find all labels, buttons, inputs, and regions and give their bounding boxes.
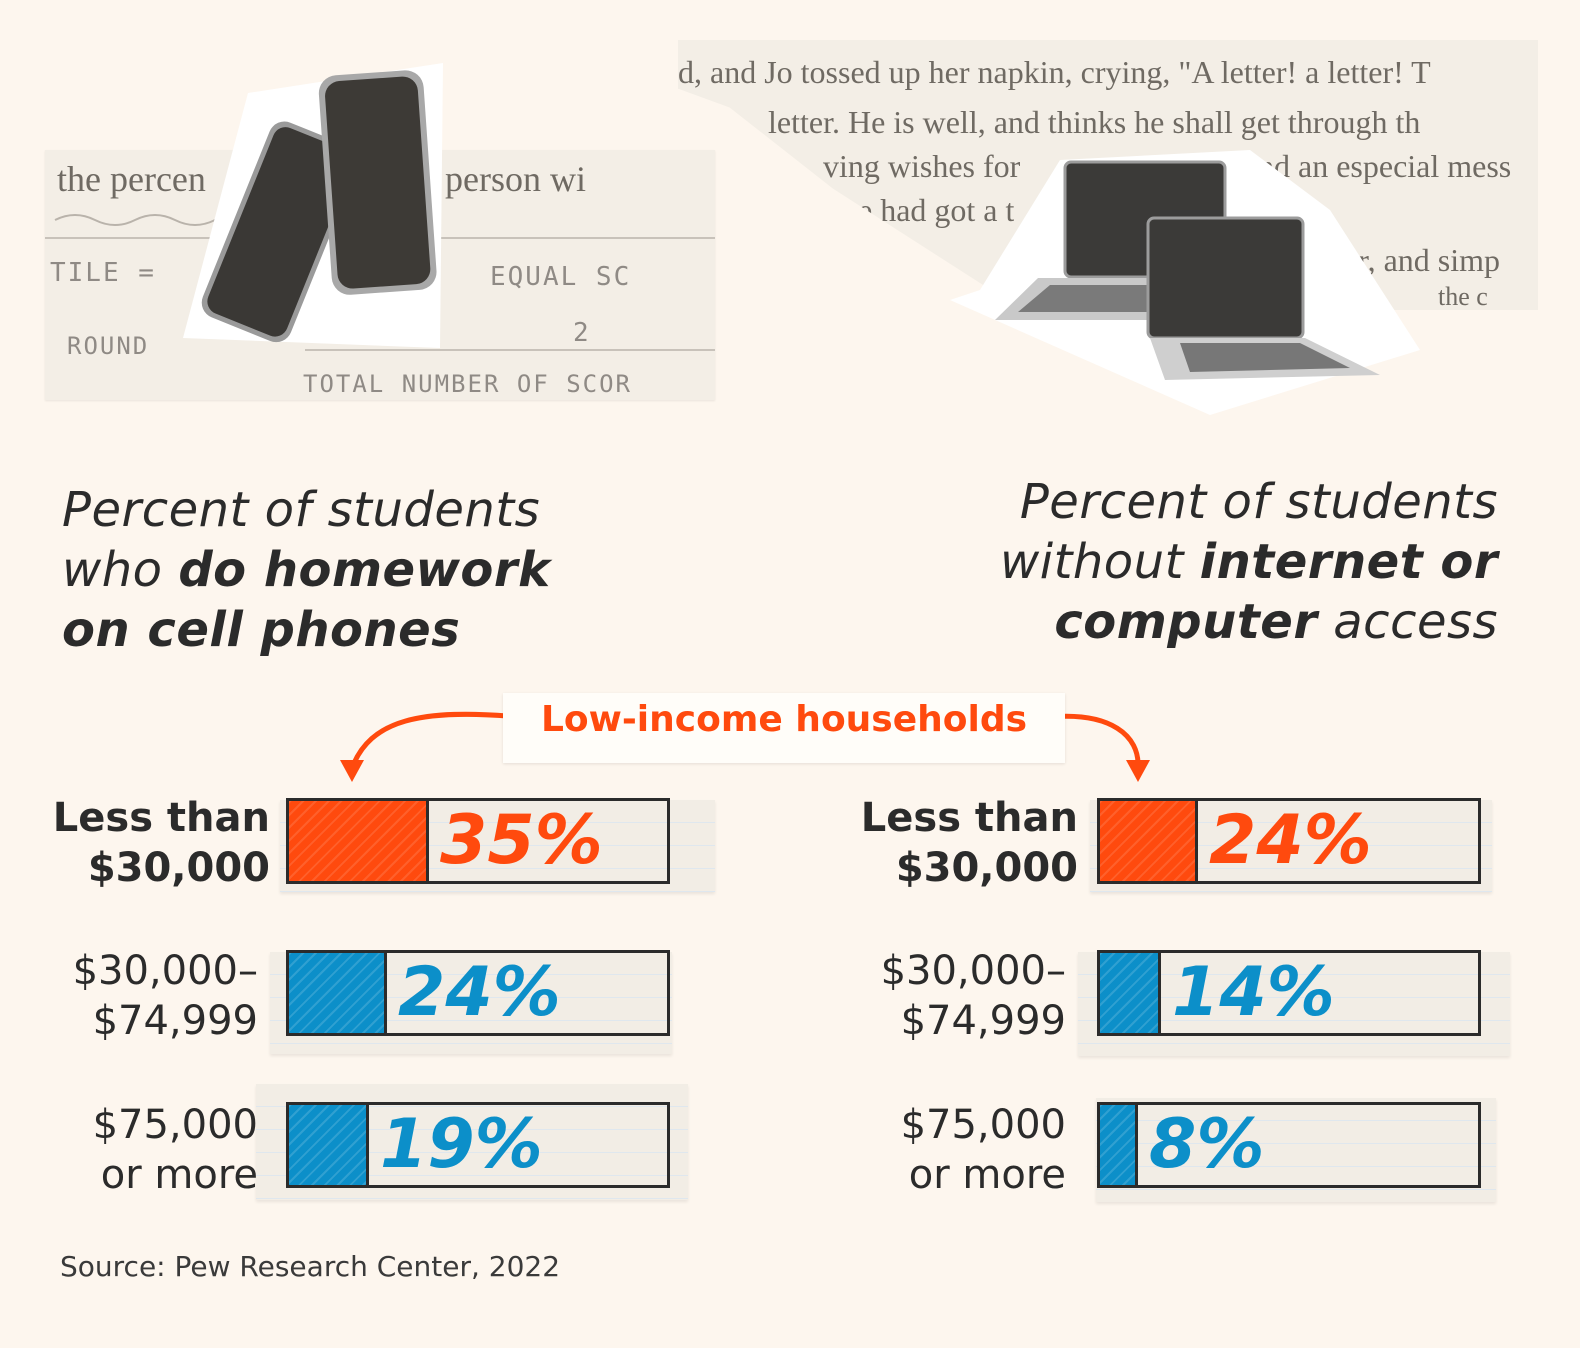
bar-track <box>1097 950 1481 1036</box>
category-line: $30,000 <box>895 845 1078 891</box>
right-heading: Percent of students without internet or … <box>900 472 1498 652</box>
bar-fill <box>1100 953 1161 1033</box>
bar-fill <box>289 801 429 881</box>
category-line: Less than <box>860 795 1078 841</box>
category-line: $75,000 <box>92 1102 258 1148</box>
category-line: $74,999 <box>92 998 258 1044</box>
category-label: $30,000– $74,999 <box>820 946 1066 1046</box>
right-heading-emphasis: internet or <box>1199 534 1498 590</box>
left-heading-plain: who <box>62 542 179 598</box>
left-heading: Percent of students who do homework on c… <box>62 480 622 660</box>
callout-arrows <box>340 711 1150 782</box>
right-heading-line3: computer access <box>900 592 1498 652</box>
right-heading-plain-2: access <box>1317 594 1498 650</box>
category-line: $30,000 <box>87 845 270 891</box>
left-heading-line3: on cell phones <box>62 602 461 658</box>
category-line: or more <box>908 1152 1066 1198</box>
bar-value-label: 14% <box>1172 953 1335 1032</box>
bar-track <box>286 798 670 884</box>
bar-track <box>286 950 670 1036</box>
category-line: $74,999 <box>900 998 1066 1044</box>
category-line: $30,000– <box>880 948 1066 994</box>
category-label: Less than $30,000 <box>20 793 270 893</box>
category-line: $30,000– <box>72 948 258 994</box>
bar-track <box>1097 1102 1481 1188</box>
bar-track <box>286 1102 670 1188</box>
category-label: $75,000 or more <box>820 1100 1066 1200</box>
bar-value-label: 19% <box>380 1105 543 1184</box>
handwriting: TOTAL NUMBER OF SCOR <box>303 370 632 398</box>
right-heading-line2: without internet or <box>900 532 1498 592</box>
handwriting: ROUND <box>67 332 150 360</box>
category-line: or more <box>100 1152 258 1198</box>
bar-value-label: 35% <box>440 801 603 880</box>
bar-value-label: 24% <box>398 953 561 1032</box>
callout-label: Low-income households <box>540 699 1028 740</box>
paper-text: letter. He is well, and thinks he shall … <box>768 104 1421 140</box>
paper-text: nd an especial mess <box>1258 148 1512 184</box>
left-heading-line1: Percent of students <box>62 482 541 538</box>
laptops-icon <box>950 140 1430 420</box>
bar-value-label: 24% <box>1209 801 1372 880</box>
category-label: $30,000– $74,999 <box>20 946 258 1046</box>
handwriting: TILE = <box>50 258 156 288</box>
paper-text: d, and Jo tossed up her napkin, crying, … <box>678 54 1431 90</box>
left-heading-emphasis: do homework <box>178 542 551 598</box>
category-label: $75,000 or more <box>20 1100 258 1200</box>
bar-fill <box>1100 1105 1138 1185</box>
bar-fill <box>289 953 387 1033</box>
right-heading-plain: without <box>999 534 1200 590</box>
category-line: Less than <box>52 795 270 841</box>
bar-value-label: 8% <box>1149 1105 1265 1184</box>
paper-text: the c <box>1438 282 1488 311</box>
paper-text: person wi <box>445 159 586 199</box>
handwriting: EQUAL SC <box>490 262 632 292</box>
bar-fill <box>1100 801 1198 881</box>
category-label: Less than $30,000 <box>820 793 1078 893</box>
source-note: Source: Pew Research Center, 2022 <box>60 1250 561 1283</box>
low-income-callout: Low-income households <box>503 693 1065 763</box>
bar-fill <box>289 1105 369 1185</box>
left-heading-line2: who do homework <box>62 540 622 600</box>
category-line: $75,000 <box>900 1102 1066 1148</box>
handwriting: 2 <box>573 318 591 348</box>
paper-text: the percen <box>57 159 206 199</box>
right-heading-line1: Percent of students <box>1019 474 1498 530</box>
bar-background-strip <box>1096 1098 1496 1202</box>
smartphones-icon <box>178 48 448 368</box>
bar-track <box>1097 798 1481 884</box>
right-heading-emphasis-2: computer <box>1054 594 1318 650</box>
paper-text: ving wishes for <box>823 148 1021 184</box>
